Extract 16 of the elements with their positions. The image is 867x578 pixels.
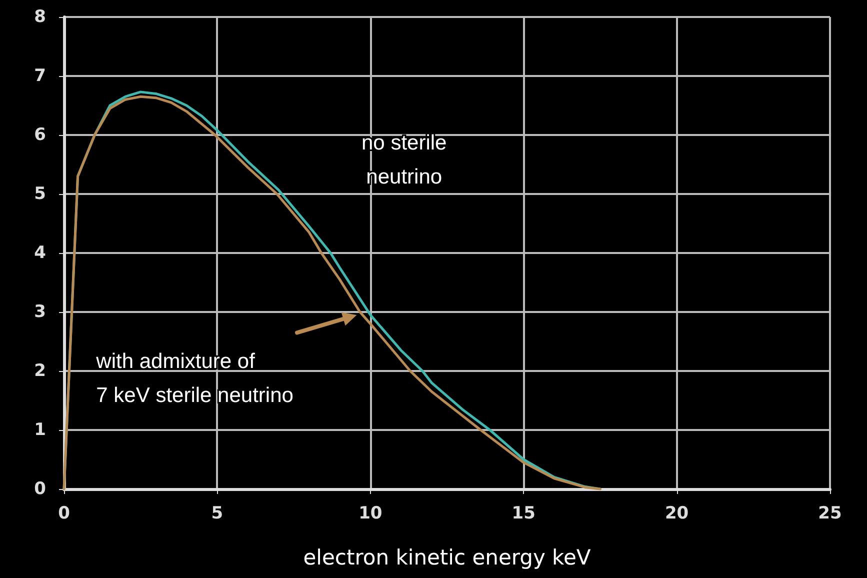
y-tick-label: 2 [34,361,46,381]
y-tick-label: 0 [34,479,46,499]
y-tick-label: 4 [34,243,46,263]
y-tick-label: 7 [34,66,46,86]
x-tick-label: 20 [664,504,689,524]
x-axis-title: electron kinetic energy keV [303,546,592,570]
y-tick-label: 8 [34,7,46,27]
x-tick-label: 10 [358,504,382,524]
y-tick-label: 5 [34,184,46,204]
y-tick-label: 1 [34,420,46,440]
x-tick-label: 25 [818,504,842,524]
x-tick-label: 15 [512,504,536,524]
x-tick-label: 0 [58,504,70,524]
y-tick-label: 6 [34,125,46,145]
x-tick-label: 5 [211,504,224,524]
y-tick-label: 3 [34,302,46,322]
